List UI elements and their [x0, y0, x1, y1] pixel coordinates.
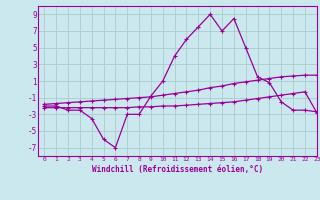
X-axis label: Windchill (Refroidissement éolien,°C): Windchill (Refroidissement éolien,°C)	[92, 165, 263, 174]
